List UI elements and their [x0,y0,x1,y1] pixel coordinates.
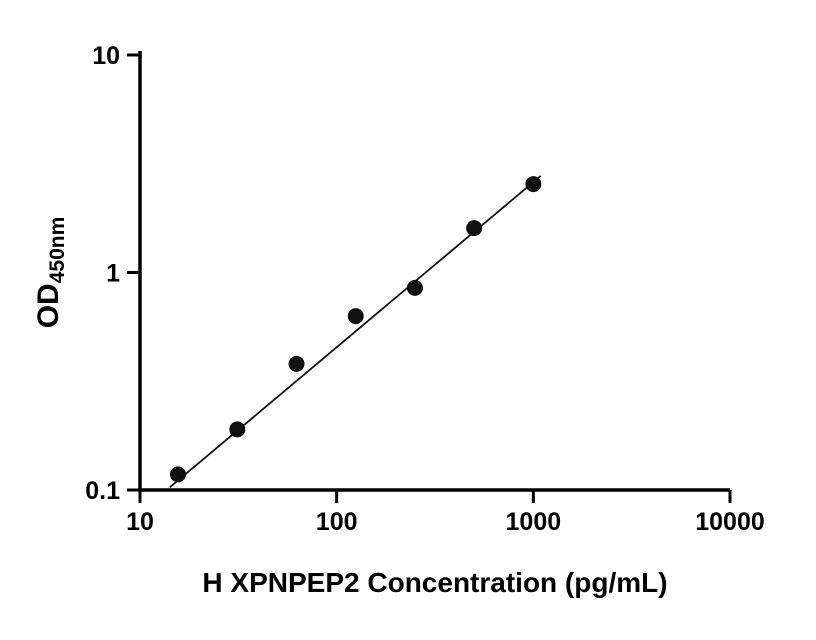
x-axis-tick-label: 10 [126,508,154,536]
data-point [229,421,246,438]
data-point [466,220,483,237]
y-axis-tick-label: 1 [106,260,120,288]
y-axis-title: OD450nm [32,217,69,329]
y-axis-tick-label: 10 [92,42,120,70]
x-axis-tick-label: 10000 [695,508,765,536]
data-point [525,176,542,193]
data-point [347,308,364,325]
x-axis-tick-label: 1000 [506,508,562,536]
y-axis-tick-label: 0.1 [85,477,120,505]
x-axis-tick-label: 100 [316,508,358,536]
data-point [288,355,305,372]
data-point [406,279,423,296]
x-axis-title: H XPNPEP2 Concentration (pg/mL) [202,567,667,598]
data-point [169,466,186,483]
